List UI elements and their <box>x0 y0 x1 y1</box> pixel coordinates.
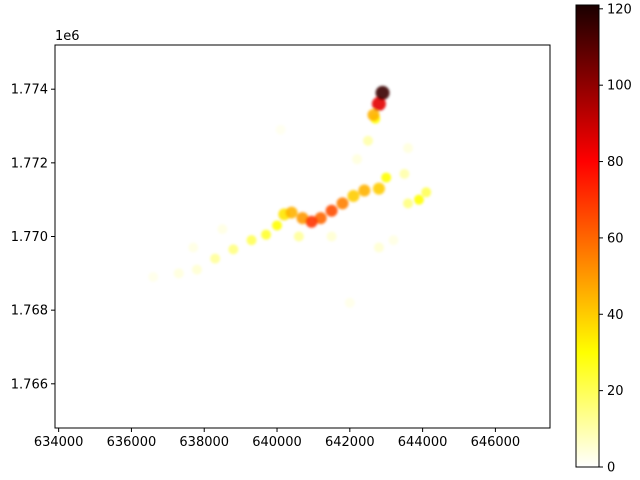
heat-cell <box>375 85 390 100</box>
heat-cell <box>388 235 399 246</box>
heat-cell <box>293 231 304 242</box>
x-tick-label: 640000 <box>252 435 302 450</box>
heat-cell <box>272 220 283 231</box>
colorbar-tick-label: 20 <box>607 384 624 399</box>
heat-cell <box>403 198 414 209</box>
y-tick-label: 1.768 <box>11 304 48 319</box>
heat-cell <box>373 242 384 253</box>
colorbar-frame <box>575 4 600 468</box>
colorbar-tick-label: 120 <box>607 2 632 17</box>
heat-cell <box>188 242 199 253</box>
x-tick-label: 634000 <box>34 435 84 450</box>
heat-cell <box>228 244 239 255</box>
heat-cell <box>372 182 385 195</box>
heat-cell <box>325 204 338 217</box>
y-offset-label: 1e6 <box>55 29 80 44</box>
colorbar-tick-label: 40 <box>607 308 624 323</box>
plot-axes: 634000 636000 638000 640000 642000 644000 6460… <box>11 29 551 450</box>
y-tick-label: 1.774 <box>11 83 48 98</box>
x-tick-label: 638000 <box>179 435 229 450</box>
heat-cell <box>352 154 363 165</box>
heat-cell <box>173 268 184 279</box>
heat-cell <box>285 206 298 219</box>
heatmap-layer <box>148 85 432 308</box>
colorbar-tick-label: 80 <box>607 155 624 170</box>
heat-cell <box>413 194 424 205</box>
colorbar-tick-label: 60 <box>607 231 624 246</box>
colorbar-tick-label: 100 <box>607 79 632 94</box>
heat-cell <box>314 212 327 225</box>
heat-cell <box>148 272 159 283</box>
heat-cell <box>275 124 286 135</box>
heat-cell <box>344 297 355 308</box>
heat-cell <box>358 184 371 197</box>
heat-cell <box>421 187 432 198</box>
heat-cell <box>381 172 392 183</box>
heat-cell <box>326 231 337 242</box>
x-axis: 634000 636000 638000 640000 642000 644000 6460… <box>34 428 520 450</box>
colorbar-fill <box>576 5 599 467</box>
x-tick-label: 644000 <box>398 435 448 450</box>
x-tick-label: 642000 <box>325 435 375 450</box>
y-axis: 1.766 1.768 1.770 1.772 1.774 <box>11 83 55 392</box>
heat-cell <box>367 108 380 121</box>
colorbar-ticks: 0 20 40 60 80 100 120 <box>599 2 632 476</box>
heat-cell <box>336 197 349 210</box>
heat-cell <box>399 168 410 179</box>
heat-cell <box>261 229 272 240</box>
heat-cell <box>210 253 221 264</box>
colorbar: 0 20 40 60 80 100 120 <box>575 2 632 476</box>
heat-cell <box>296 212 309 225</box>
heat-cell <box>371 96 386 111</box>
colorbar-tick-label: 0 <box>607 461 615 476</box>
heat-cell <box>403 143 414 154</box>
x-tick-label: 636000 <box>107 435 157 450</box>
x-tick-label: 646000 <box>471 435 521 450</box>
y-tick-label: 1.772 <box>11 156 48 171</box>
y-tick-label: 1.766 <box>11 377 48 392</box>
heat-cell <box>191 264 202 275</box>
y-tick-label: 1.770 <box>11 230 48 245</box>
heat-cell <box>246 235 257 246</box>
heat-cell <box>363 135 374 146</box>
heat-cell <box>217 224 228 235</box>
heat-cell <box>347 189 360 202</box>
heat-cell <box>305 215 318 228</box>
